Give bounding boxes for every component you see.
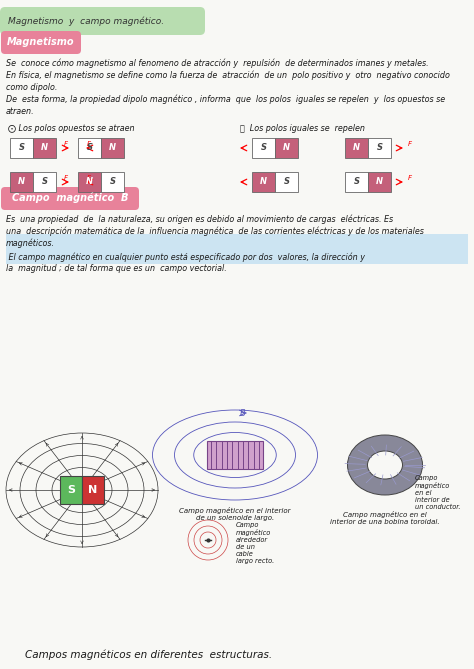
- Bar: [82, 476, 104, 504]
- Text: N: N: [353, 143, 360, 153]
- Text: Campo magnético en el
interior de una bobina toroidal.: Campo magnético en el interior de una bo…: [330, 511, 440, 525]
- Bar: [78, 138, 101, 158]
- Text: Campo  magnético  B⃗: Campo magnético B⃗: [12, 193, 128, 203]
- Text: S: S: [376, 143, 383, 153]
- Text: El campo magnético en cualquier punto está especificado por dos  valores, la dir: El campo magnético en cualquier punto es…: [6, 252, 365, 262]
- Bar: [345, 172, 368, 192]
- Text: la  magnitud ; de tal forma que es un  campo vectorial.: la magnitud ; de tal forma que es un cam…: [6, 264, 227, 273]
- Bar: [101, 172, 124, 192]
- Text: S: S: [42, 177, 47, 187]
- Bar: [33, 172, 56, 192]
- Ellipse shape: [367, 451, 402, 479]
- Text: Campo magnético en el interior
de un solenoide largo.: Campo magnético en el interior de un sol…: [179, 507, 291, 521]
- Text: S: S: [354, 177, 359, 187]
- FancyBboxPatch shape: [1, 187, 139, 210]
- Bar: [6, 234, 468, 264]
- Bar: [101, 138, 124, 158]
- Text: N: N: [41, 143, 48, 153]
- Text: B: B: [240, 409, 246, 417]
- Bar: [10, 172, 33, 192]
- Text: F: F: [408, 175, 412, 181]
- Text: Campos magnéticos en diferentes  estructuras.: Campos magnéticos en diferentes estructu…: [25, 650, 272, 660]
- Text: N: N: [109, 143, 116, 153]
- Bar: [60, 476, 82, 504]
- Text: N: N: [18, 177, 25, 187]
- Text: como dipolo.: como dipolo.: [6, 83, 57, 92]
- Text: S: S: [86, 143, 92, 153]
- Text: N: N: [86, 177, 93, 187]
- Text: Magnetismo: Magnetismo: [7, 37, 75, 47]
- Bar: [368, 172, 391, 192]
- Text: Ⓑ  Los polos iguales se  repelen: Ⓑ Los polos iguales se repelen: [240, 124, 365, 133]
- Text: Campo
magnético
alrededor
de un
cable
largo recto.: Campo magnético alrededor de un cable la…: [236, 522, 274, 565]
- Text: N: N: [376, 177, 383, 187]
- Text: magnéticos.: magnéticos.: [6, 239, 55, 248]
- Text: S: S: [283, 177, 290, 187]
- Bar: [10, 138, 33, 158]
- Text: S: S: [261, 143, 266, 153]
- Text: F: F: [87, 175, 91, 181]
- Ellipse shape: [347, 435, 422, 495]
- Text: Campo
magnético
en el
interior de
un conductor.: Campo magnético en el interior de un con…: [415, 475, 461, 510]
- FancyBboxPatch shape: [0, 7, 205, 35]
- Bar: [78, 172, 101, 192]
- Text: F: F: [64, 175, 68, 181]
- Bar: [275, 172, 298, 192]
- Text: atraen.: atraen.: [6, 107, 35, 116]
- Text: ⨀ Los polos opuestos se atraen: ⨀ Los polos opuestos se atraen: [8, 124, 135, 133]
- Bar: [345, 138, 368, 158]
- Bar: [252, 138, 275, 158]
- Text: S: S: [18, 143, 25, 153]
- Text: Se  conoce cómo magnetismo al fenomeno de atracción y  repulsión  de determinado: Se conoce cómo magnetismo al fenomeno de…: [6, 59, 428, 68]
- Text: S: S: [109, 177, 116, 187]
- Text: F: F: [87, 141, 91, 147]
- Text: F: F: [64, 141, 68, 147]
- Bar: [252, 172, 275, 192]
- Bar: [33, 138, 56, 158]
- Text: una  descripción matemática de la  influencia magnética  de las corrientes eléct: una descripción matemática de la influen…: [6, 227, 424, 237]
- Bar: [275, 138, 298, 158]
- Text: F: F: [408, 141, 412, 147]
- Text: En física, el magnetismo se define como la fuerza de  atracción  de un  polo pos: En física, el magnetismo se define como …: [6, 71, 450, 80]
- Text: De  esta forma, la propiedad dipolo magnético , informa  que  los polos  iguales: De esta forma, la propiedad dipolo magné…: [6, 95, 445, 104]
- Text: Es  una propiedad  de  la naturaleza, su origen es debido al movimiento de carga: Es una propiedad de la naturaleza, su or…: [6, 215, 393, 225]
- Text: S: S: [67, 485, 75, 495]
- Text: Magnetismo  y  campo magnético.: Magnetismo y campo magnético.: [8, 16, 164, 25]
- Text: N: N: [260, 177, 267, 187]
- Text: N: N: [283, 143, 290, 153]
- Bar: [207, 441, 263, 469]
- Bar: [368, 138, 391, 158]
- FancyBboxPatch shape: [1, 31, 81, 54]
- Text: N: N: [88, 485, 98, 495]
